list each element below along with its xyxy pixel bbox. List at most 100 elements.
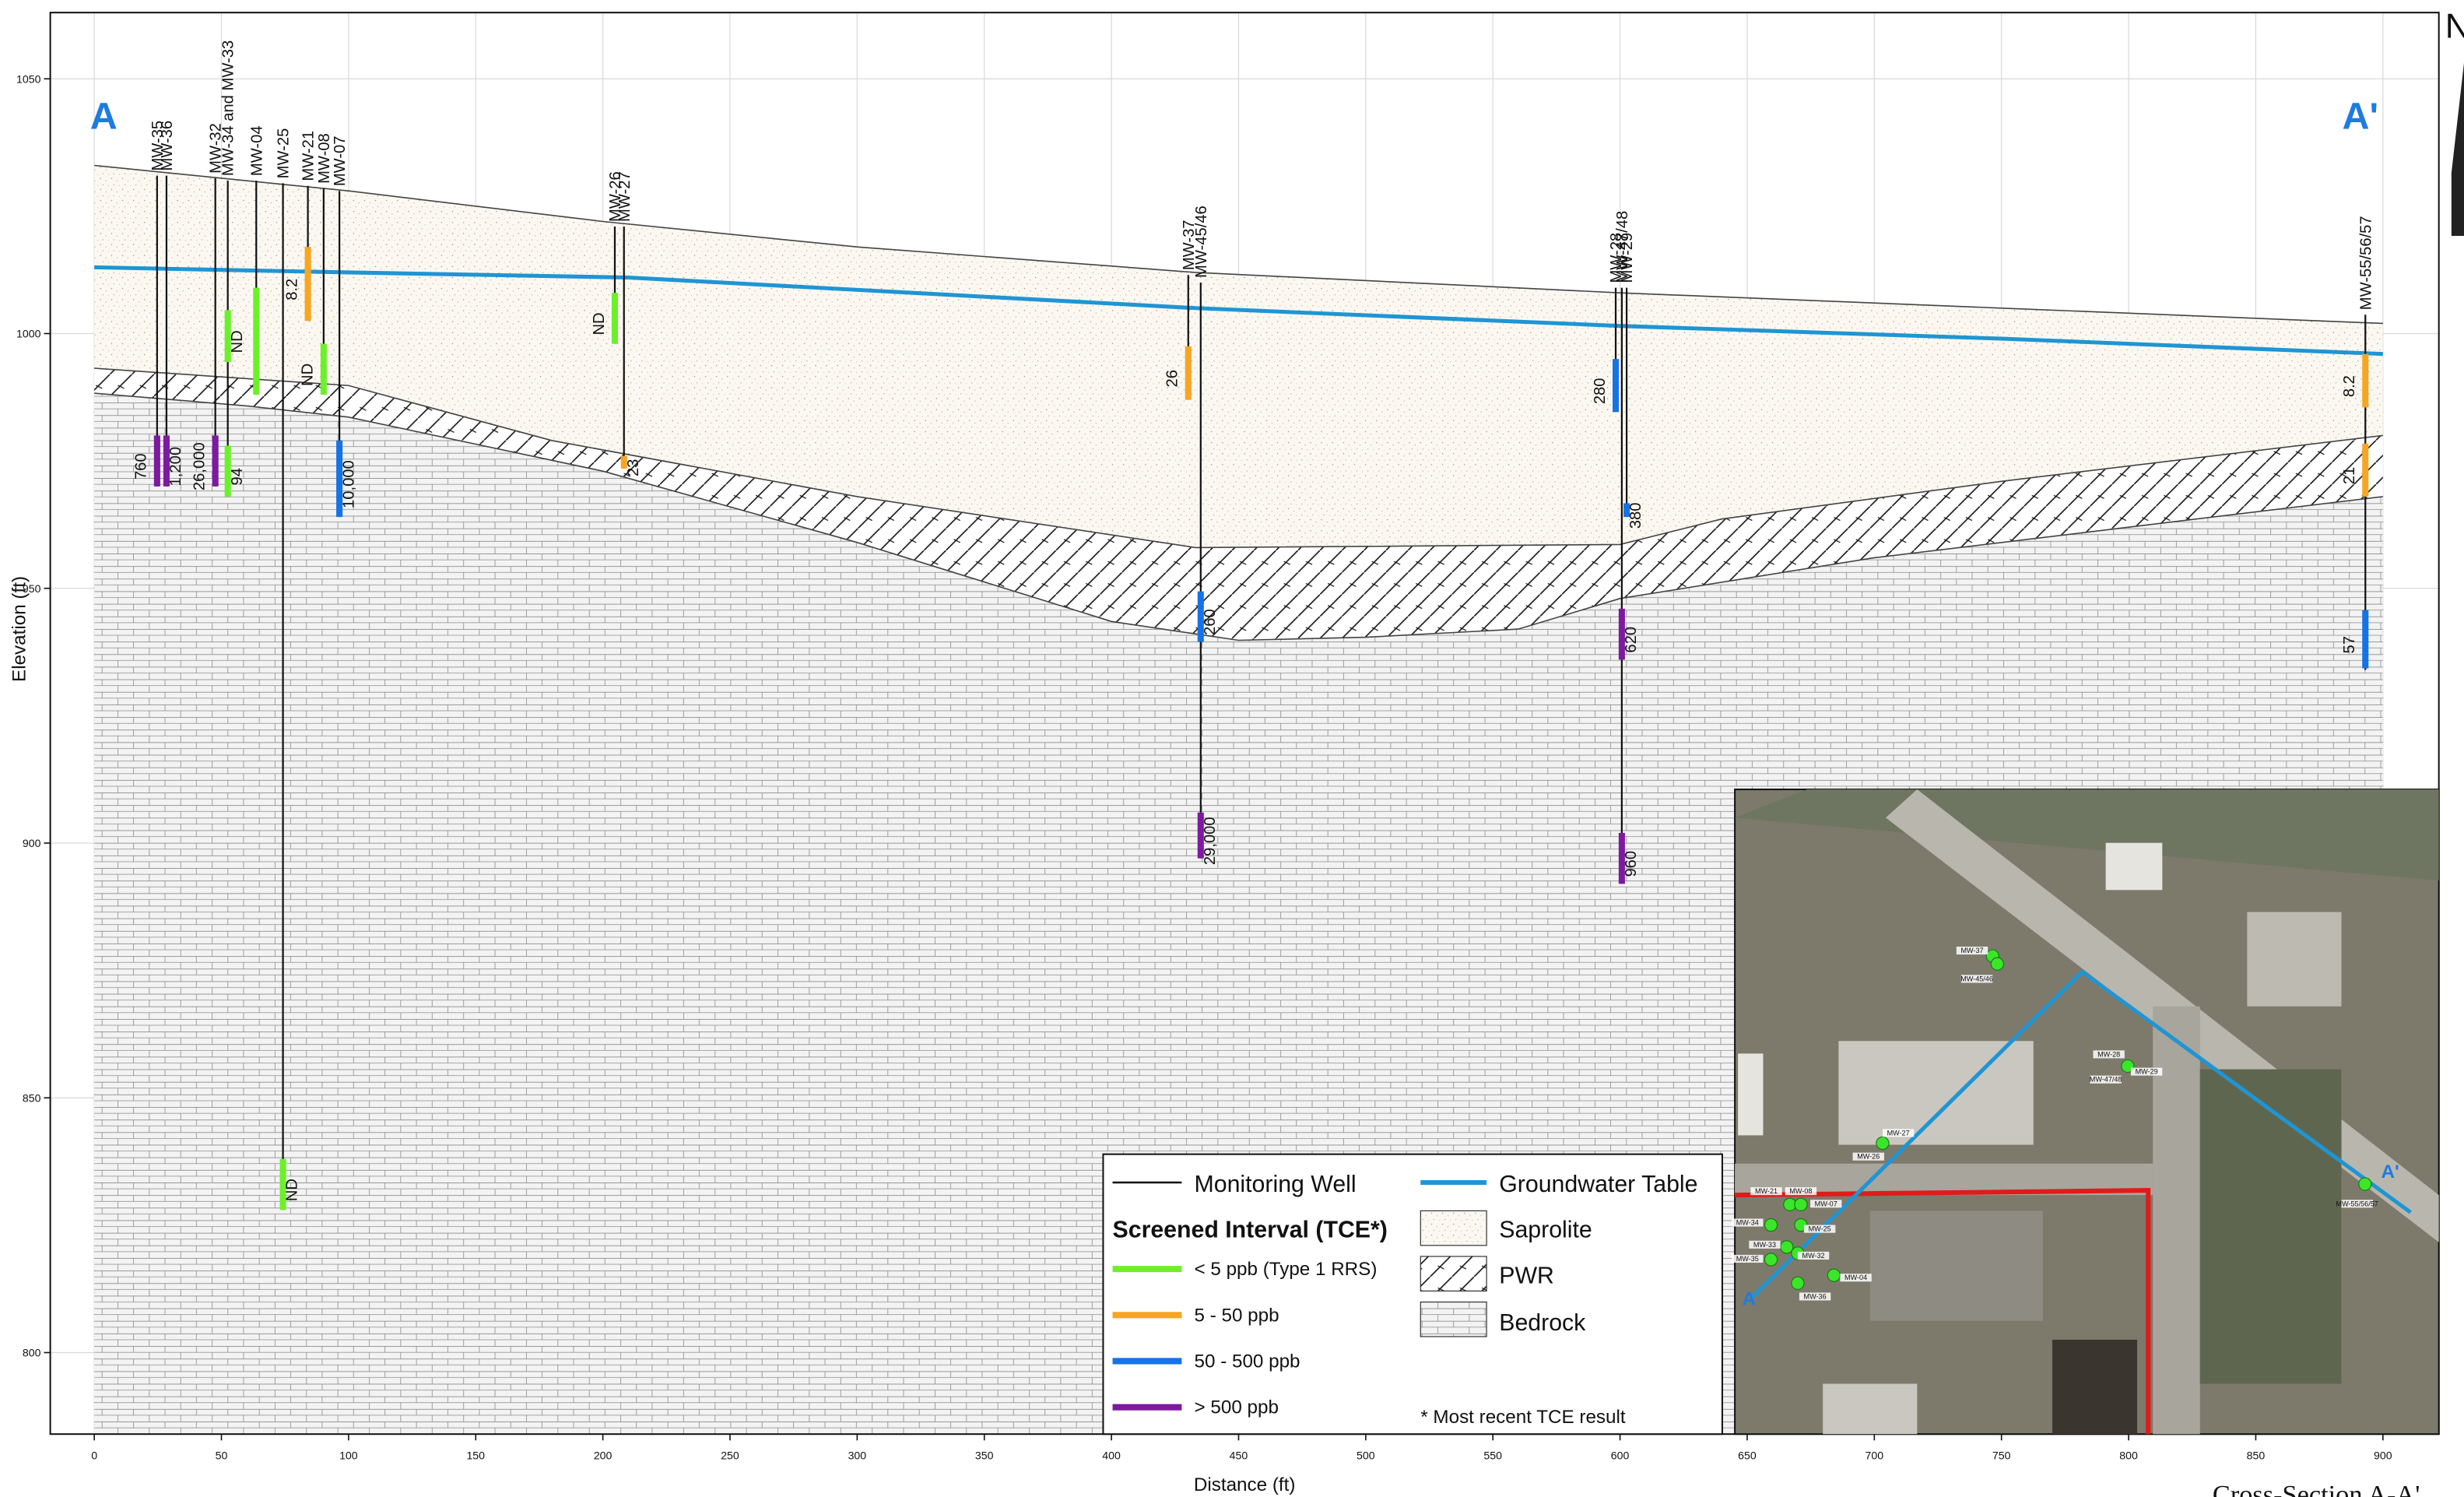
x-tick-label: 550 (1483, 1450, 1502, 1462)
map-label: MW-21 (1755, 1187, 1778, 1195)
legend-groundwater: Groundwater Table (1499, 1172, 1697, 1197)
screened-interval (253, 288, 259, 395)
legend: Monitoring Well Screened Interval (TCE*)… (1103, 1154, 1722, 1435)
x-tick-label: 250 (721, 1450, 739, 1462)
screened-interval (154, 435, 160, 486)
x-tick-label: 0 (91, 1450, 97, 1462)
x-tick-label: 650 (1738, 1450, 1757, 1462)
caption: Cross-Section A-A' (2213, 1480, 2420, 1497)
legend-layer: Saprolite (1499, 1218, 1592, 1243)
screened-interval (612, 293, 618, 343)
legend-layer-swatch (1420, 1302, 1486, 1337)
screen-label: ND (591, 312, 608, 335)
map-label: MW-36 (1804, 1292, 1827, 1300)
x-tick-label: 700 (1866, 1450, 1884, 1462)
inset-map: MW-37MW-45/46MW-28MW-29MW-47/48MW-27MW-2… (1732, 789, 2439, 1434)
x-tick-label: 750 (1992, 1450, 2011, 1462)
well-name: MW-36 (159, 121, 176, 171)
map-label: MW-55/56/57 (2336, 1200, 2378, 1207)
well-name: MW-08 (316, 133, 333, 184)
chart: MW-35 760 MW-36 1,200 MW-32 26,000 MW-34 and M… (0, 0, 2464, 1497)
map-building (2106, 843, 2163, 891)
legend-range: 5 - 50 ppb (1195, 1305, 1279, 1326)
screen-label: 760 (133, 453, 150, 480)
screen-label: 620 (1623, 627, 1640, 653)
map-label: MW-32 (1802, 1252, 1825, 1260)
x-tick-label: 350 (975, 1450, 994, 1462)
map-building (1823, 1384, 1917, 1435)
screened-interval (305, 247, 311, 321)
screen-label: ND (229, 330, 246, 353)
x-tick-label: 850 (2247, 1450, 2266, 1462)
x-axis-label: Distance (ft) (1194, 1474, 1296, 1495)
well-name: MW-25 (276, 128, 293, 179)
map-well (1764, 1253, 1777, 1266)
screen-label: 23 (625, 459, 642, 476)
map-label: MW-34 (1736, 1219, 1759, 1227)
screened-interval (1613, 359, 1619, 412)
map-label: MW-35 (1736, 1255, 1759, 1263)
y-tick-label: 950 (23, 582, 41, 595)
well-name: MW-34 and MW-33 (220, 40, 237, 176)
well-name: MW-55/56/57 (2357, 216, 2374, 310)
screened-interval (212, 435, 219, 486)
map-label: MW-07 (1815, 1200, 1837, 1207)
page: {"chart_data": { "type": "cross-section"… (0, 0, 2464, 1497)
map-well (1827, 1269, 1840, 1281)
x-tick-label: 600 (1611, 1450, 1630, 1462)
screen-label: 21 (2341, 467, 2358, 484)
map-label: MW-33 (1753, 1241, 1776, 1249)
y-tick-label: 850 (23, 1091, 41, 1104)
map-building (1738, 1053, 1763, 1135)
legend-range: < 5 ppb (Type 1 RRS) (1195, 1259, 1378, 1280)
screen-label: 10,000 (340, 460, 357, 508)
y-tick-label: 1000 (16, 328, 41, 340)
x-tick-label: 800 (2119, 1450, 2138, 1462)
screened-interval (2362, 444, 2368, 497)
screened-interval (321, 344, 327, 395)
screen-label: 29,000 (1202, 817, 1219, 865)
x-tick-label: 400 (1102, 1450, 1121, 1462)
well-name: MW-04 (248, 125, 265, 176)
map-label: MW-29 (2136, 1068, 2158, 1076)
map-label: MW-25 (1809, 1225, 1831, 1233)
screen-label: ND (300, 364, 317, 386)
map-end: A' (2381, 1161, 2399, 1182)
x-tick-label: 50 (216, 1450, 228, 1462)
screen-label: 380 (1627, 502, 1644, 529)
x-tick-label: 500 (1357, 1450, 1375, 1462)
screened-interval (2362, 354, 2368, 408)
map-building (2247, 912, 2341, 1007)
map-label: MW-28 (2097, 1050, 2120, 1058)
x-tick-label: 450 (1230, 1450, 1248, 1462)
legend-footnote: * Most recent TCE result (1420, 1407, 1626, 1428)
north-label: N (2445, 7, 2464, 45)
section-start: A (90, 96, 118, 138)
screened-interval (2362, 610, 2368, 669)
legend-range: > 500 ppb (1195, 1397, 1279, 1418)
x-tick-label: 150 (466, 1450, 485, 1462)
screen-label: 8.2 (2341, 375, 2358, 397)
screen-label: 57 (2341, 636, 2358, 653)
screen-label: 94 (229, 468, 246, 485)
well-name: MW-21 (300, 131, 318, 181)
well-name: MW-29 (1619, 233, 1636, 283)
map-label: MW-08 (1789, 1187, 1812, 1195)
map-well (2359, 1178, 2371, 1190)
screen-label: 280 (1592, 378, 1609, 404)
screen-label: 1,200 (167, 447, 184, 487)
y-tick-label: 1050 (16, 72, 41, 85)
legend-well: Monitoring Well (1195, 1172, 1357, 1197)
map-label: MW-47/48 (2090, 1076, 2122, 1084)
y-tick-label: 900 (23, 837, 41, 849)
map-well (1795, 1198, 1807, 1211)
section-end: A' (2342, 96, 2378, 138)
x-tick-label: 300 (848, 1450, 867, 1462)
map-trees (2200, 1070, 2342, 1384)
screen-label: 26,000 (191, 442, 209, 490)
map-well (1764, 1218, 1777, 1231)
legend-layer-swatch (1420, 1211, 1486, 1245)
well-name: MW-27 (616, 171, 634, 222)
map-label: MW-37 (1960, 947, 1983, 954)
screen-label: 260 (1202, 609, 1219, 635)
